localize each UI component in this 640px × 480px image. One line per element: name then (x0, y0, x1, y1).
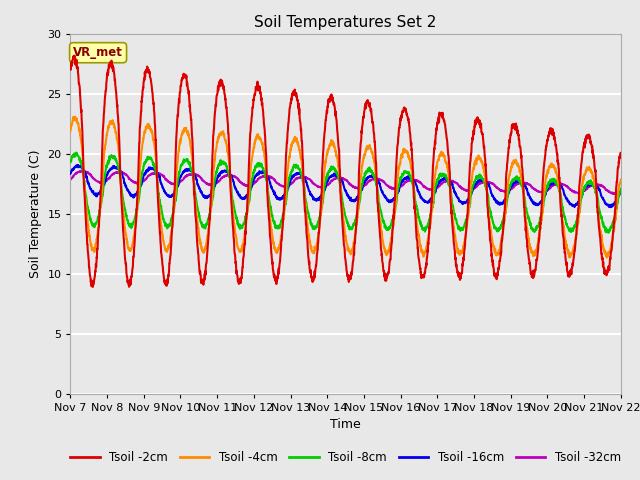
Tsoil -8cm (605, 230, 612, 236)
Tsoil -16cm (584, 182, 591, 188)
Tsoil -2cm (617, 150, 625, 156)
Tsoil -16cm (374, 177, 381, 183)
Text: VR_met: VR_met (73, 46, 123, 59)
Tsoil -8cm (506, 185, 513, 191)
Tsoil -8cm (73, 150, 81, 156)
Tsoil -8cm (362, 171, 369, 177)
Tsoil -2cm (374, 201, 381, 206)
Tsoil -2cm (569, 260, 577, 266)
Tsoil -2cm (506, 137, 514, 143)
Y-axis label: Soil Temperature (C): Soil Temperature (C) (29, 149, 42, 278)
Tsoil -4cm (67, 128, 74, 134)
Tsoil -32cm (506, 187, 513, 192)
Tsoil -4cm (374, 193, 381, 199)
Legend: Tsoil -2cm, Tsoil -4cm, Tsoil -8cm, Tsoil -16cm, Tsoil -32cm: Tsoil -2cm, Tsoil -4cm, Tsoil -8cm, Tsoi… (66, 446, 625, 469)
Tsoil -4cm (568, 250, 576, 255)
Tsoil -4cm (506, 172, 513, 178)
Tsoil -4cm (72, 114, 79, 120)
Tsoil -4cm (584, 167, 591, 173)
Tsoil -2cm (89, 284, 97, 290)
Tsoil -4cm (362, 147, 369, 153)
Tsoil -4cm (603, 255, 611, 261)
Tsoil -32cm (617, 189, 625, 195)
Tsoil -32cm (568, 188, 576, 194)
Tsoil -16cm (220, 168, 228, 173)
Tsoil -16cm (607, 204, 614, 210)
Line: Tsoil -4cm: Tsoil -4cm (70, 117, 621, 258)
Line: Tsoil -32cm: Tsoil -32cm (70, 171, 621, 194)
Tsoil -2cm (584, 132, 592, 138)
Line: Tsoil -2cm: Tsoil -2cm (70, 56, 621, 287)
Tsoil -16cm (67, 171, 74, 177)
Tsoil -32cm (611, 191, 618, 197)
Line: Tsoil -8cm: Tsoil -8cm (70, 153, 621, 233)
Tsoil -16cm (362, 178, 369, 183)
Tsoil -2cm (70, 53, 78, 59)
Tsoil -16cm (74, 162, 82, 168)
Tsoil -16cm (568, 203, 576, 208)
X-axis label: Time: Time (330, 418, 361, 431)
Tsoil -4cm (220, 131, 228, 137)
Title: Soil Temperatures Set 2: Soil Temperatures Set 2 (255, 15, 436, 30)
Line: Tsoil -16cm: Tsoil -16cm (70, 165, 621, 207)
Tsoil -8cm (584, 180, 591, 185)
Tsoil -16cm (617, 188, 625, 193)
Tsoil -8cm (617, 186, 625, 192)
Tsoil -2cm (221, 91, 228, 96)
Tsoil -16cm (506, 187, 513, 193)
Tsoil -8cm (568, 228, 576, 233)
Tsoil -32cm (374, 177, 381, 182)
Tsoil -32cm (220, 174, 228, 180)
Tsoil -8cm (220, 160, 228, 166)
Tsoil -2cm (362, 106, 370, 111)
Tsoil -2cm (67, 66, 74, 72)
Tsoil -8cm (374, 189, 381, 194)
Tsoil -32cm (76, 168, 84, 174)
Tsoil -4cm (617, 177, 625, 182)
Tsoil -32cm (584, 185, 591, 191)
Tsoil -8cm (67, 159, 74, 165)
Tsoil -32cm (67, 177, 74, 182)
Tsoil -32cm (362, 182, 369, 188)
